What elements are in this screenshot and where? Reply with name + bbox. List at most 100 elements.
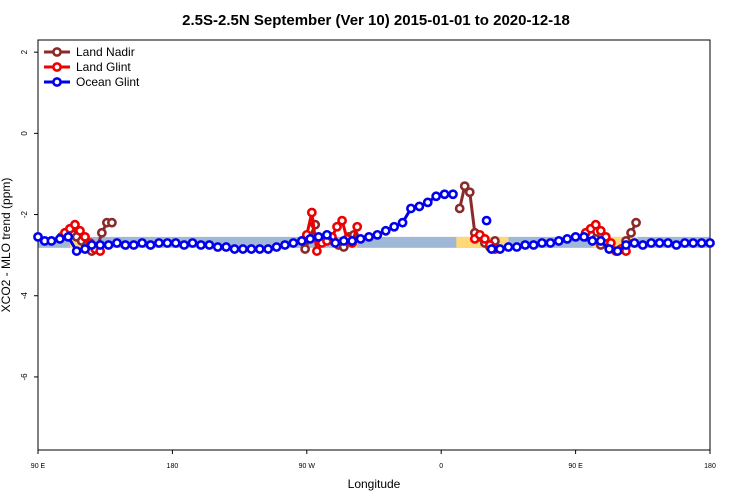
data-point [372, 229, 383, 240]
data-point [679, 238, 690, 248]
legend-marker [52, 62, 62, 72]
legend-label: Land Nadir [76, 45, 135, 59]
x-tick-label: 90 E [31, 463, 46, 470]
data-point [520, 240, 531, 250]
x-tick-label: 90 E [568, 463, 583, 470]
data-point [288, 238, 299, 248]
data-point [486, 244, 497, 254]
y-tick-label: -4 [20, 292, 29, 300]
data-point [422, 197, 433, 208]
data-point [352, 221, 363, 232]
data-point [637, 240, 648, 250]
x-axis: 90 E 180 90 W 0 90 E 180 [31, 450, 716, 470]
data-point [590, 219, 601, 230]
data-point [170, 238, 181, 248]
data-point [629, 238, 640, 248]
data-point [305, 234, 316, 244]
data-point [330, 238, 341, 248]
data-point [459, 181, 470, 192]
data-point [621, 240, 631, 250]
legend-label: Ocean Glint [76, 75, 140, 89]
data-point [439, 189, 450, 200]
data-point [322, 229, 332, 240]
data-point [162, 238, 173, 248]
data-point [128, 240, 139, 250]
data-point [545, 238, 556, 248]
data-point [332, 221, 342, 232]
data-point [338, 236, 349, 246]
data-point [481, 215, 492, 226]
data-point [187, 238, 198, 248]
data-point [154, 238, 164, 248]
data-point [306, 207, 317, 218]
data-point [464, 187, 475, 198]
data-point [70, 219, 80, 230]
data-point [671, 240, 682, 250]
data-point [33, 231, 43, 242]
data-point [562, 234, 573, 244]
data-point [528, 240, 539, 250]
data-point [414, 201, 425, 212]
data-point [300, 244, 311, 254]
data-point [626, 227, 636, 238]
data-point [448, 189, 458, 200]
legend-item: Land Nadir [44, 45, 135, 59]
data-point [688, 238, 699, 248]
background-band-1 [69, 236, 82, 248]
data-point [263, 244, 274, 254]
series-ocean-glint [33, 189, 715, 256]
data-point [612, 246, 623, 256]
data-point [654, 238, 665, 248]
data-point [337, 215, 347, 226]
data-point [631, 217, 641, 228]
data-point [95, 240, 106, 250]
data-point [495, 244, 505, 254]
data-point [238, 244, 248, 254]
data-point [347, 236, 358, 246]
data-point [479, 234, 490, 244]
data-point [406, 203, 416, 214]
legend-marker [52, 47, 62, 57]
data-point [579, 231, 589, 242]
data-point [570, 231, 581, 242]
data-point [604, 244, 615, 254]
background-band-0 [38, 236, 710, 248]
data-point [80, 231, 90, 242]
data-point [71, 246, 82, 256]
data-point [380, 225, 391, 236]
data-point [246, 244, 257, 254]
data-point [204, 240, 215, 250]
series-layer [33, 181, 715, 256]
data-point [46, 236, 57, 246]
y-axis: 2 0 -2 -4 -6 [20, 49, 38, 380]
x-tick-label: 180 [704, 463, 716, 470]
data-point [431, 191, 442, 202]
y-tick-label: -6 [20, 373, 29, 381]
data-point [313, 231, 324, 242]
data-point [503, 242, 514, 252]
data-point [587, 236, 598, 246]
data-point [221, 242, 232, 252]
data-point [75, 225, 85, 236]
chart-title: 2.5S-2.5N September (Ver 10) 2015-01-01 … [182, 12, 570, 29]
data-point [364, 231, 374, 242]
data-point [254, 244, 265, 254]
data-point [705, 238, 715, 248]
data-point [229, 244, 240, 254]
data-point [196, 240, 206, 250]
data-point [271, 242, 282, 252]
data-point [389, 221, 400, 232]
y-tick-label: -2 [20, 210, 29, 218]
data-point [511, 242, 522, 252]
x-axis-label: Longitude [348, 477, 401, 491]
data-point [537, 238, 547, 248]
y-tick-label: 2 [20, 49, 29, 54]
data-point [63, 231, 74, 242]
legend-item: Ocean Glint [44, 75, 140, 89]
legend-label: Land Glint [76, 60, 131, 74]
data-point [646, 238, 657, 248]
legend-marker [52, 77, 62, 87]
data-point [311, 246, 322, 256]
y-tick-label: 0 [20, 131, 29, 136]
